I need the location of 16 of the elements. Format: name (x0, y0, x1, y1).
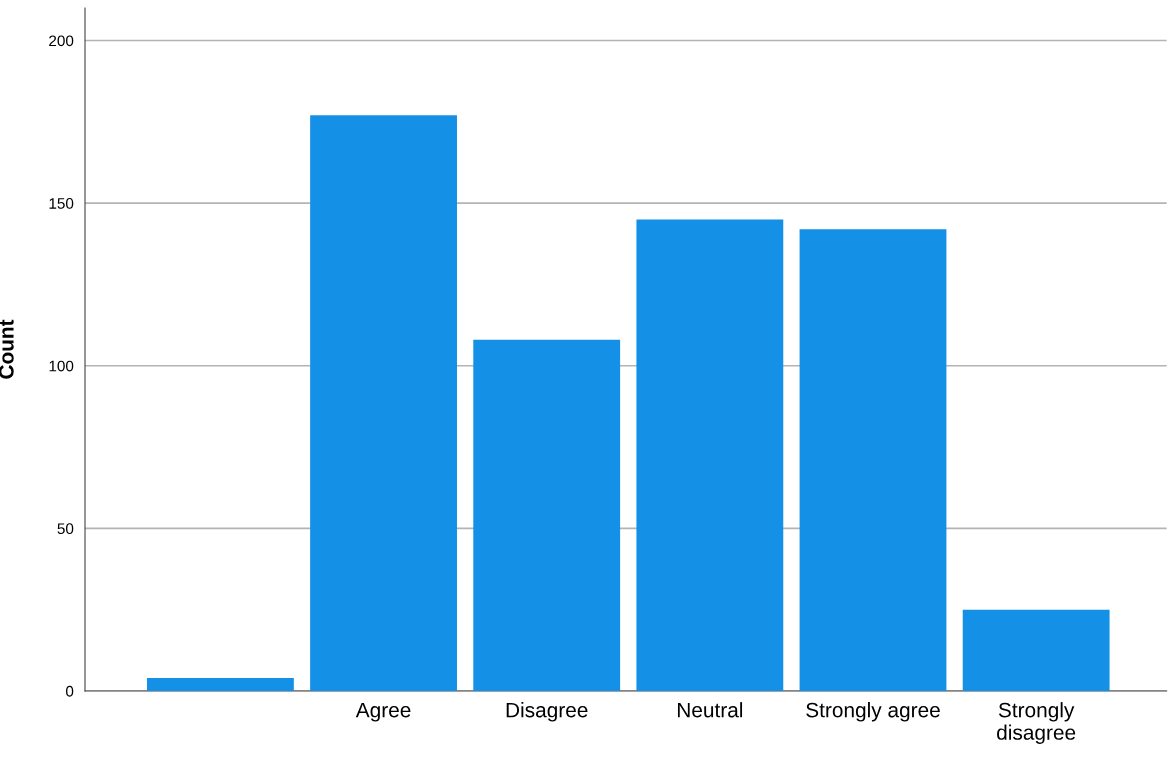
y-tick-label: 150 (49, 198, 74, 209)
bar (962, 609, 1110, 691)
y-tick-label: 0 (65, 685, 74, 697)
x-tick-label: Agree (355, 702, 411, 722)
y-tick-label: 50 (57, 523, 74, 535)
x-tick-label: Strongly agree (806, 702, 940, 722)
x-tick-label: Neutral (677, 702, 743, 718)
bar (799, 229, 947, 691)
bar (636, 219, 784, 691)
x-tick-label: Disagree (506, 702, 588, 722)
y-tick-label: 100 (49, 360, 74, 372)
bar (473, 339, 621, 691)
y-tick-label: 200 (49, 35, 74, 47)
x-tick-label: Strongly disagree (997, 702, 1076, 744)
bar (310, 115, 457, 691)
bar (147, 677, 294, 691)
